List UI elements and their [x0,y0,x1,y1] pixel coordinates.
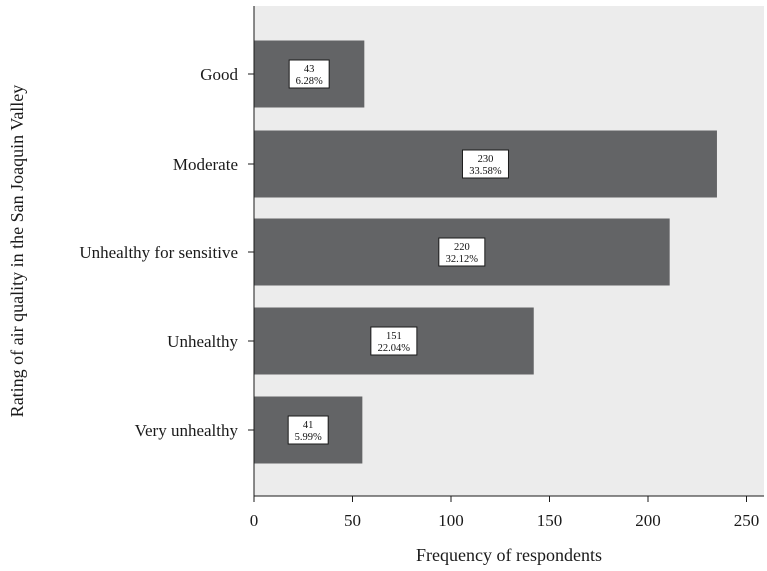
data-label-count: 151 [386,331,402,342]
y-tick-label: Unhealthy [167,332,238,351]
y-tick-label: Good [200,65,238,84]
data-label: 436.28% [288,59,330,89]
x-tick-label: 100 [438,511,464,530]
data-label-count: 220 [454,242,470,253]
data-label-box [438,237,486,267]
y-tick-label: Very unhealthy [135,421,239,440]
data-label-box [288,59,330,89]
x-tick-label: 250 [734,511,760,530]
y-ticks-layer: Good Moderate Unhealthy for sensitive Unhea… [79,65,254,440]
x-tick-label: 150 [537,511,563,530]
x-tick-label: 0 [250,511,259,530]
data-label-percent: 6.28% [296,76,323,87]
data-label-box [461,149,509,179]
data-label-percent: 33.58% [469,166,502,177]
y-tick-label: Unhealthy for sensitive [79,243,238,262]
data-label-count: 43 [304,64,315,75]
data-label-count: 41 [303,420,314,431]
x-tick-label: 50 [344,511,361,530]
data-label-percent: 22.04% [378,343,411,354]
data-label-percent: 32.12% [446,254,479,265]
y-tick-label: Moderate [173,155,238,174]
y-axis-title: Rating of air quality in the San Joaquin… [7,85,27,418]
data-label-percent: 5.99% [295,432,322,443]
x-axis-title: Frequency of respondents [416,545,602,565]
x-tick-label: 200 [635,511,661,530]
x-ticks-layer: 0 50 100 150 200 250 [250,496,760,530]
data-label-box [287,415,329,445]
data-label: 415.99% [287,415,329,445]
data-label-count: 230 [478,154,494,165]
data-label-box [370,326,418,356]
